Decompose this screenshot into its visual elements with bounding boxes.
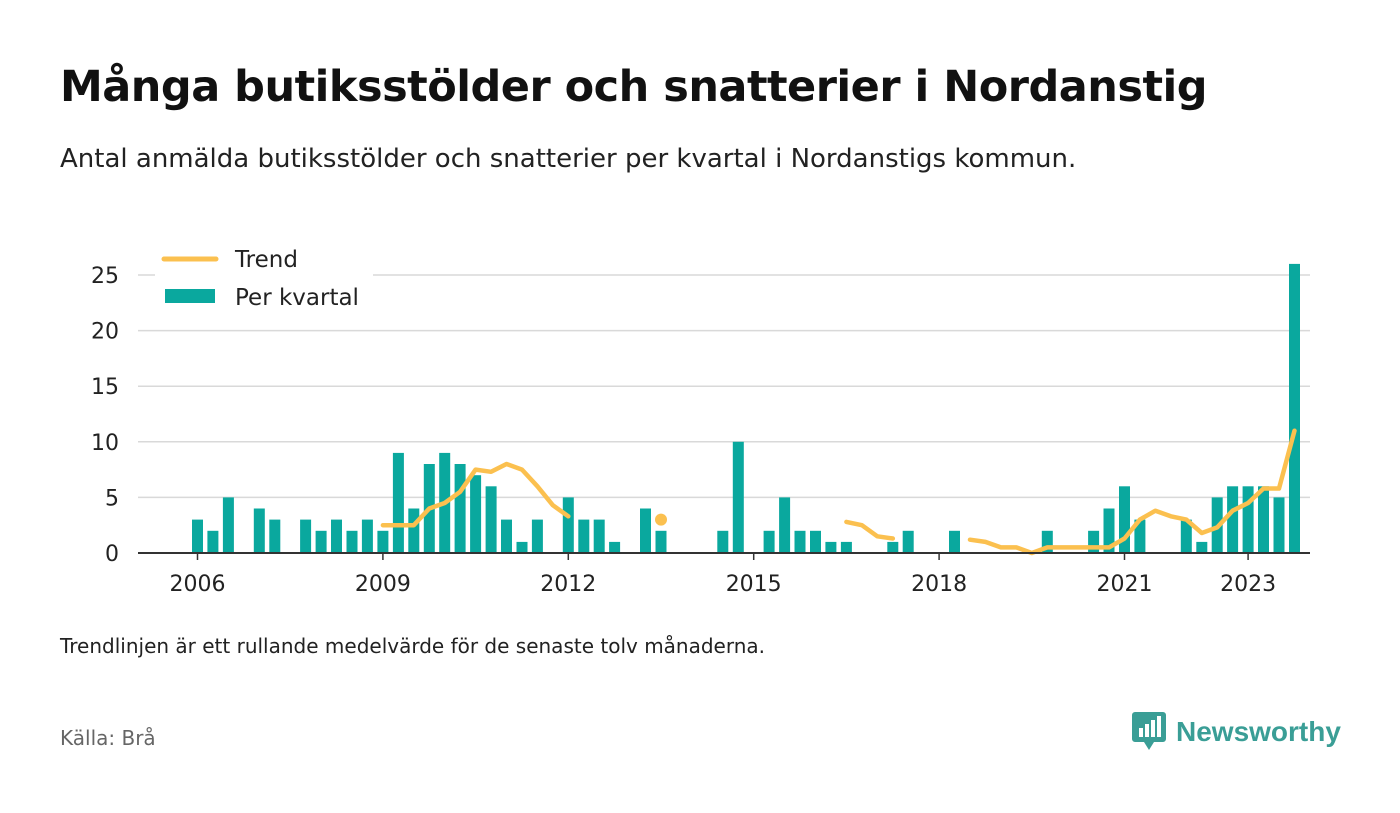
bar [810,530,821,553]
y-axis: 0 5 10 15 20 25 [91,264,119,567]
bar [222,497,234,553]
x-tick-label: 2023 [1220,572,1276,597]
bar [470,475,482,553]
y-tick-label: 10 [91,431,119,456]
bar [1088,530,1100,553]
x-tick-label: 2021 [1097,572,1153,597]
legend-background [155,242,373,322]
bar [887,541,899,553]
bar [207,530,219,553]
x-tick-label: 2006 [170,572,226,597]
bar [609,541,621,553]
y-tick-label: 5 [105,486,119,511]
bar [1180,519,1192,553]
bar [578,519,590,553]
bar [825,541,837,553]
x-tick-label: 2018 [911,572,967,597]
bar [1119,486,1130,553]
bar [717,530,729,553]
x-tick-label: 2015 [726,572,782,597]
bar [1103,508,1115,553]
chart-title: Många butiksstölder och snatterier i Nor… [60,62,1208,112]
bar [640,508,651,553]
bar [562,497,574,553]
y-tick-label: 25 [91,264,119,289]
bar [516,541,528,553]
trend-segment [967,428,1297,556]
x-tick-label: 2012 [540,572,596,597]
bar [1227,486,1239,553]
x-axis: 2006 2009 2012 2015 2018 2021 2023 [170,553,1276,597]
trend-segment [380,461,571,528]
bar [1041,530,1053,553]
bar [392,452,404,553]
y-tick-label: 15 [91,375,119,400]
bar [300,519,312,553]
legend-bar-label: Per kvartal [235,285,359,311]
bar [377,530,389,553]
bar [840,541,852,553]
bar [1289,263,1300,553]
bar [315,530,327,553]
legend-bar-swatch [165,289,215,303]
x-tick-label: 2009 [355,572,411,597]
y-tick-label: 20 [91,320,119,345]
bar [192,519,203,553]
bar [794,530,806,553]
y-tick-label: 0 [105,542,119,567]
bar [779,497,791,553]
bar [1196,541,1208,553]
bar [593,519,605,553]
bar [1273,497,1285,553]
bar [454,464,466,553]
bar [253,508,265,553]
bar [1242,486,1254,553]
trend-line [380,428,1297,556]
bar [331,519,342,553]
bar [501,519,512,553]
bar [949,530,960,553]
trend-point [655,513,667,526]
brand-logo[interactable]: Newsworthy [1132,712,1341,752]
bar [655,530,667,553]
legend-trend-label: Trend [234,247,298,273]
trend-segment [844,519,896,541]
bar [485,486,497,553]
bar [269,519,281,553]
bar [531,519,543,553]
chart-subtitle: Antal anmälda butiksstölder och snatteri… [60,144,1077,174]
bar [1258,486,1269,553]
bar [902,530,914,553]
bar [361,519,373,553]
legend: Trend Per kvartal [155,242,373,322]
source-label: Källa: Brå [60,726,156,750]
bar [1134,519,1146,553]
brand-name: Newsworthy [1176,716,1341,747]
trend-note: Trendlinjen är ett rullande medelvärde f… [60,634,766,658]
bar [732,441,744,553]
bar [763,530,775,553]
newsworthy-logo-icon [1132,712,1166,750]
bar [408,508,420,553]
bar [346,530,358,553]
